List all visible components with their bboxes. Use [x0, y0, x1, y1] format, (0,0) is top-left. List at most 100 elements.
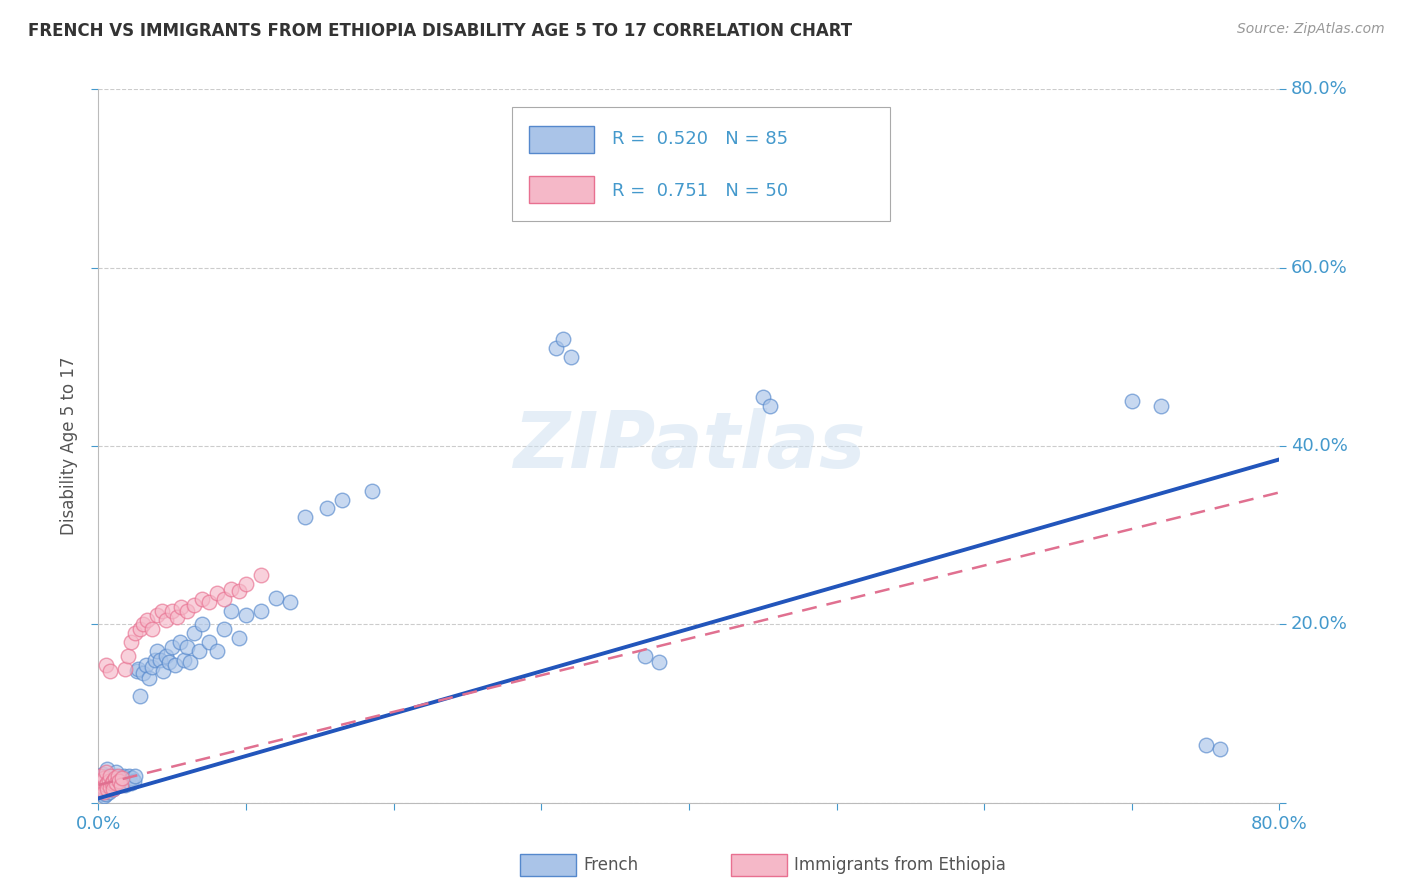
- Point: [212, 622, 235, 636]
- Y-axis label: Disability Age 5 to 17: Disability Age 5 to 17: [59, 357, 77, 535]
- Point: [97, 785, 120, 799]
- Point: [191, 617, 214, 632]
- Point: [294, 510, 316, 524]
- Point: [157, 655, 180, 669]
- Text: ZIPatlas: ZIPatlas: [513, 408, 865, 484]
- Point: [228, 583, 250, 598]
- Point: [560, 350, 582, 364]
- Point: [183, 598, 205, 612]
- Point: [98, 769, 121, 783]
- Text: Immigrants from Ethiopia: Immigrants from Ethiopia: [794, 856, 1007, 874]
- Point: [330, 492, 353, 507]
- Point: [146, 608, 169, 623]
- Point: [250, 568, 273, 582]
- Point: [98, 780, 121, 794]
- Point: [149, 653, 172, 667]
- Text: Source: ZipAtlas.com: Source: ZipAtlas.com: [1237, 22, 1385, 37]
- Point: [128, 622, 150, 636]
- Point: [127, 662, 149, 676]
- Point: [132, 666, 155, 681]
- Point: [96, 776, 118, 790]
- Point: [90, 771, 112, 785]
- Point: [1150, 399, 1173, 413]
- Point: [104, 771, 127, 785]
- Point: [93, 789, 115, 803]
- Point: [108, 771, 131, 785]
- Point: [111, 771, 134, 785]
- Point: [633, 648, 655, 663]
- Point: [94, 778, 117, 792]
- Point: [124, 769, 146, 783]
- Point: [162, 604, 183, 618]
- Point: [117, 648, 139, 663]
- Point: [155, 648, 177, 663]
- Text: French: French: [583, 856, 638, 874]
- Point: [250, 604, 273, 618]
- Point: [235, 577, 257, 591]
- Point: [751, 390, 773, 404]
- Point: [124, 626, 146, 640]
- Point: [136, 613, 159, 627]
- Point: [115, 771, 138, 785]
- Point: [114, 778, 136, 792]
- Point: [107, 778, 129, 792]
- Point: [94, 776, 117, 790]
- Point: [89, 773, 111, 788]
- Point: [91, 780, 114, 794]
- Point: [90, 778, 112, 792]
- Point: [187, 644, 209, 658]
- Point: [143, 653, 166, 667]
- Point: [93, 773, 115, 788]
- FancyBboxPatch shape: [530, 127, 595, 153]
- Point: [105, 776, 128, 790]
- Point: [89, 778, 111, 792]
- Point: [94, 787, 117, 801]
- Point: [96, 782, 118, 797]
- Point: [90, 785, 112, 799]
- Point: [138, 671, 160, 685]
- Point: [132, 617, 155, 632]
- Point: [219, 582, 242, 596]
- Point: [98, 664, 121, 678]
- Point: [316, 501, 339, 516]
- Point: [176, 640, 198, 654]
- Point: [264, 591, 287, 605]
- Point: [135, 657, 157, 672]
- Text: 60.0%: 60.0%: [1291, 259, 1347, 277]
- Point: [110, 778, 132, 792]
- Point: [98, 771, 121, 785]
- Point: [170, 599, 193, 614]
- Point: [278, 595, 302, 609]
- Point: [219, 604, 242, 618]
- Point: [91, 780, 114, 794]
- Point: [94, 769, 117, 783]
- Point: [100, 776, 122, 790]
- Point: [141, 622, 163, 636]
- Text: FRENCH VS IMMIGRANTS FROM ETHIOPIA DISABILITY AGE 5 TO 17 CORRELATION CHART: FRENCH VS IMMIGRANTS FROM ETHIOPIA DISAB…: [28, 22, 852, 40]
- Point: [553, 332, 575, 346]
- Point: [111, 776, 134, 790]
- Point: [198, 595, 221, 609]
- Point: [759, 399, 782, 413]
- Point: [114, 662, 136, 676]
- Point: [166, 610, 188, 624]
- Point: [212, 592, 235, 607]
- Point: [100, 778, 122, 792]
- Point: [205, 644, 228, 658]
- Point: [96, 780, 118, 794]
- Point: [103, 782, 125, 797]
- Point: [97, 773, 120, 788]
- Point: [648, 655, 671, 669]
- Point: [94, 764, 117, 779]
- Point: [128, 689, 150, 703]
- Point: [1195, 738, 1218, 752]
- Text: 20.0%: 20.0%: [1291, 615, 1347, 633]
- Point: [89, 782, 111, 797]
- Point: [198, 635, 221, 649]
- FancyBboxPatch shape: [530, 177, 595, 203]
- Point: [89, 769, 111, 783]
- Point: [152, 664, 174, 678]
- Point: [112, 769, 135, 783]
- Point: [544, 341, 567, 355]
- Point: [150, 604, 173, 618]
